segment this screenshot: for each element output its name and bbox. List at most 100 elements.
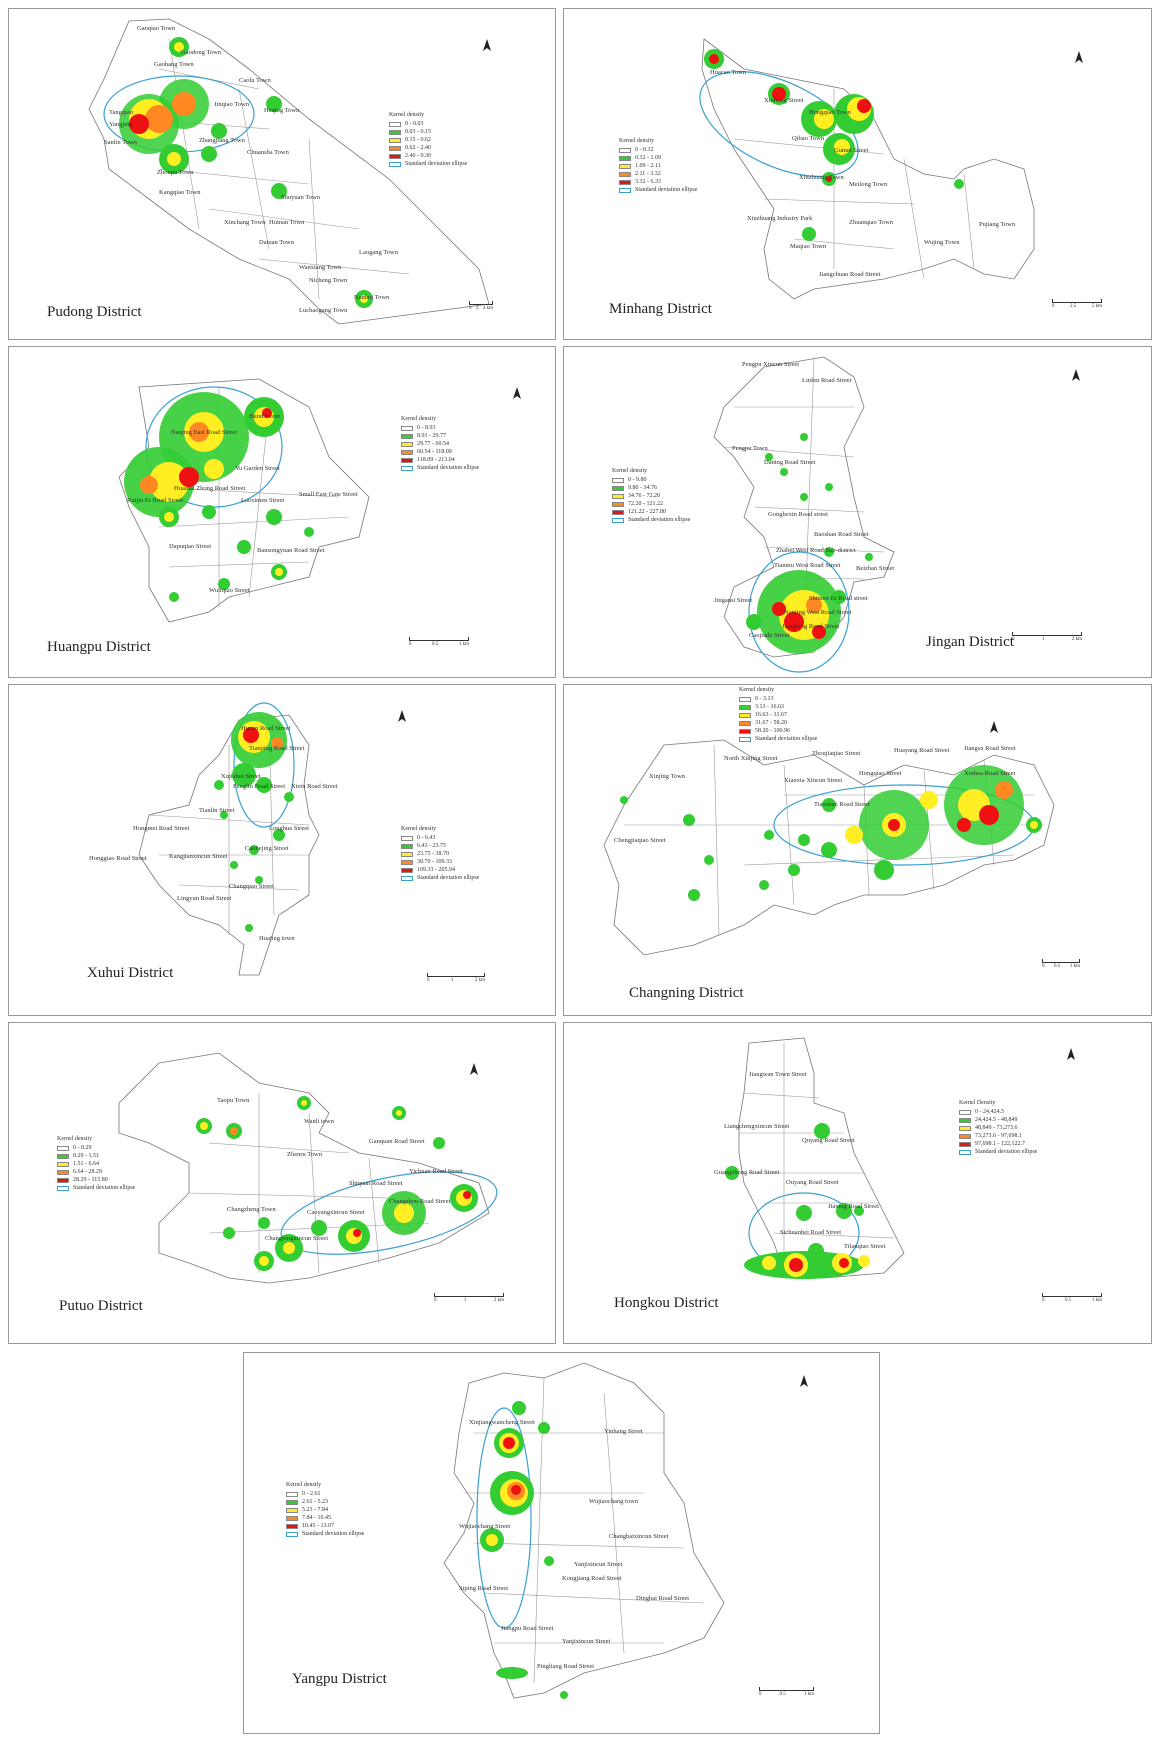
- legend-class-3: 1.51 - 6.64: [73, 1161, 99, 1167]
- legend-ellipse: Standard deviation ellipse: [635, 187, 698, 193]
- yangpu-map: [443, 1362, 808, 1699]
- map-label: Maqiao Town: [790, 243, 827, 250]
- legend-class-4: 31.67 - 58.20: [755, 720, 787, 726]
- legend-class-5: 2.40 - 9.30: [405, 153, 431, 159]
- legend-title: Kernel density: [612, 468, 648, 474]
- map-label: Jiangpu Road Street: [501, 1625, 554, 1632]
- legend-ellipse: Standard deviation ellipse: [417, 465, 480, 471]
- hongkou-legend: Kernel Density 0 - 24,424.5 24,424.5 - 4…: [959, 1099, 1037, 1156]
- legend-class-2: 2.61 - 5.23: [302, 1499, 328, 1505]
- minhang-hotspots: [704, 49, 964, 241]
- map-label: Xianxia Xincun Street: [784, 777, 843, 784]
- legend-ellipse: Standard deviation ellipse: [628, 517, 691, 523]
- map-label: Caoyangxincun Street: [307, 1209, 365, 1216]
- map-label: Changfengxincun Street: [265, 1235, 328, 1242]
- legend-ellipse: Standard deviation ellipse: [755, 736, 818, 742]
- map-label: Baoshan Road Street: [814, 531, 869, 538]
- map-label: Pengpu Xincun Street: [742, 361, 800, 368]
- panel-title: Xuhui District: [87, 965, 174, 981]
- map-label: Wujing Town: [924, 239, 960, 246]
- map-label: Tilanqiao Street: [844, 1243, 886, 1250]
- map-label: Siping Road Street: [459, 1585, 509, 1592]
- panel-title: Yangpu District: [292, 1671, 387, 1687]
- panel-title: Huangpu District: [47, 639, 151, 655]
- map-label: Shimen Er Road street: [809, 595, 868, 602]
- map-label: Wanli town: [304, 1118, 334, 1125]
- panel-xuhui: Hunan Road Street Tianping Road Street X…: [8, 684, 556, 1016]
- panel-title: Jingan District: [926, 634, 1014, 650]
- map-label: Zhabei West Road Sub-district: [776, 547, 856, 554]
- xuhui-legend: Kernel density 0 - 6.43 6.43 - 23.75 23.…: [401, 825, 479, 882]
- map-label: Pingliang Road Street: [537, 1663, 595, 1670]
- jingan-map: [713, 356, 1080, 673]
- map-label: Beizhan Street: [856, 565, 895, 572]
- map-label: Xinjiangwancheng Street: [469, 1419, 535, 1426]
- legend-class-2: 9.80 - 34.76: [628, 485, 657, 491]
- map-label: Wuliqiao Street: [209, 587, 250, 594]
- yangpu-legend: Kernel density 0 - 2.61 2.61 - 5.23 5.23…: [286, 1481, 364, 1538]
- map-label: Yu Garden Street: [235, 465, 280, 472]
- legend-class-5: 3.32 - 6.33: [635, 179, 661, 185]
- panel-hongkou: Jiangwan Town Street Liangchengxincun St…: [563, 1022, 1152, 1344]
- panel-title: Minhang District: [609, 301, 712, 317]
- map-label: Laogang Town: [359, 249, 398, 256]
- legend-class-3: 29.77 - 60.54: [417, 441, 449, 447]
- map-label: Zhenru Town: [287, 1151, 322, 1158]
- map-label: Tangqiao: [109, 109, 134, 116]
- legend-class-2: 0.29 - 1.51: [73, 1153, 99, 1159]
- map-label: Hongqiao Town: [809, 109, 851, 116]
- map-label: Shiquan Road Street: [349, 1180, 403, 1187]
- map-label: Datuan Town: [259, 239, 294, 246]
- map-label: Bund Street: [249, 413, 280, 420]
- pudong-north-arrow: [483, 39, 491, 51]
- panel-title: Hongkou District: [614, 1295, 719, 1311]
- putuo-hotspots: [196, 1096, 478, 1271]
- map-label: Changshou Road Street: [389, 1198, 451, 1205]
- map-label: Yichuan Road Street: [409, 1168, 463, 1175]
- map-label: Nicheng Town: [309, 277, 348, 284]
- legend-class-3: 5.23 - 7.84: [302, 1507, 328, 1513]
- huangpu-hotspots: [124, 392, 314, 602]
- map-label: Linfen Road Street: [802, 377, 852, 384]
- pudong-map: [88, 18, 491, 325]
- map-label: Jiangchuan Road Street: [819, 271, 881, 278]
- hongkou-hotspots: [725, 1123, 870, 1279]
- huangpu-scale-bar: 0 0.5 1 km: [409, 637, 469, 647]
- legend-class-1: 0 - 24,424.5: [975, 1109, 1004, 1115]
- map-label: Changqiao Street: [229, 883, 274, 890]
- map-label: Huaihai Zhong Road Street: [174, 485, 246, 492]
- xuhui-hotspots: [214, 712, 294, 932]
- map-label: Xietu Road Street: [291, 783, 338, 790]
- map-label: Tianmu West Road Street: [774, 562, 841, 569]
- map-label: Chuansha Town: [247, 149, 289, 156]
- map-label: Xujiahui Street: [221, 773, 261, 780]
- map-label: Xinzhuang Industry Park: [747, 215, 813, 222]
- putuo-north-arrow: [470, 1063, 478, 1075]
- jingan-north-arrow: [1072, 369, 1080, 381]
- legend-class-4: 60.54 - 118.09: [417, 449, 452, 455]
- map-label: Caolu Town: [239, 77, 271, 84]
- map-label: Ganquan Road Street: [369, 1138, 425, 1145]
- map-label: Kangqiao Town: [159, 189, 201, 196]
- legend-title: Kernel density: [57, 1136, 93, 1142]
- legend-class-3: 0.15 - 0.62: [405, 137, 431, 143]
- map-label: Sanlin Town: [104, 139, 137, 146]
- legend-class-4: 38.70 - 109.33: [417, 859, 452, 865]
- map-label: Chengjiaqiao Street: [614, 837, 666, 844]
- map-label: Ouyang Road Street: [786, 1179, 839, 1186]
- map-label: Hongqiao Street: [859, 770, 902, 777]
- map-label: Luchaogang Town: [299, 307, 348, 314]
- legend-class-2: 3.13 - 16.63: [755, 704, 784, 710]
- map-label: Yanjixincun Street: [562, 1638, 611, 1645]
- map-label: Gumei Street: [834, 147, 869, 154]
- panel-title: Pudong District: [47, 304, 142, 320]
- map-label: Wanxiang Town: [299, 264, 342, 271]
- legend-title: Kernel Density: [959, 1100, 996, 1106]
- map-label: Dinghai Road Street: [636, 1595, 690, 1602]
- legend-class-4: 7.84 - 10.45: [302, 1515, 331, 1521]
- minhang-north-arrow: [1075, 51, 1083, 63]
